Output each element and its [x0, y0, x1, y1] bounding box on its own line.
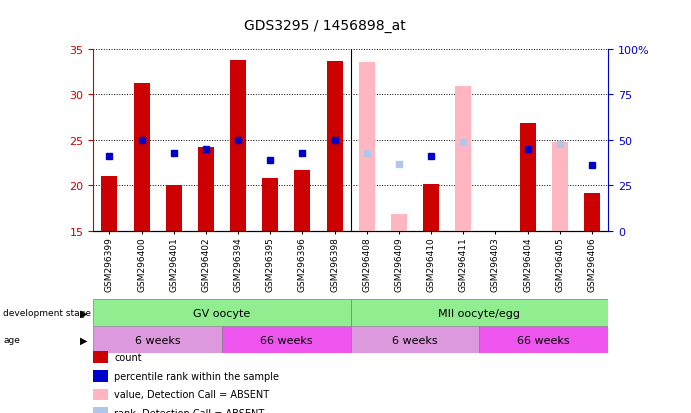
Text: 66 weeks: 66 weeks: [260, 335, 312, 345]
Bar: [552, 143, 568, 231]
Text: value, Detection Call = ABSENT: value, Detection Call = ABSENT: [114, 389, 269, 399]
Text: rank, Detection Call = ABSENT: rank, Detection Call = ABSENT: [114, 408, 264, 413]
Text: percentile rank within the sample: percentile rank within the sample: [114, 371, 279, 381]
Text: 6 weeks: 6 weeks: [135, 335, 180, 345]
Bar: [327, 62, 343, 231]
Bar: [198, 148, 214, 231]
Bar: [102, 177, 117, 231]
Text: ▶: ▶: [79, 308, 87, 318]
Bar: [133, 84, 149, 231]
Bar: [93, 299, 351, 326]
Bar: [423, 185, 439, 231]
Bar: [230, 60, 246, 231]
Text: 66 weeks: 66 weeks: [518, 335, 570, 345]
Bar: [262, 178, 278, 231]
Bar: [391, 215, 407, 231]
Text: count: count: [114, 352, 142, 362]
Bar: [455, 87, 471, 231]
Bar: [520, 124, 536, 231]
Bar: [93, 326, 222, 353]
Bar: [480, 326, 608, 353]
Bar: [294, 171, 310, 231]
Bar: [584, 194, 600, 231]
Text: 6 weeks: 6 weeks: [392, 335, 438, 345]
Text: GDS3295 / 1456898_at: GDS3295 / 1456898_at: [244, 19, 406, 33]
Bar: [351, 326, 480, 353]
Text: age: age: [3, 335, 20, 344]
Bar: [351, 299, 608, 326]
Bar: [222, 326, 351, 353]
Text: GV oocyte: GV oocyte: [193, 308, 251, 318]
Text: ▶: ▶: [79, 335, 87, 345]
Bar: [359, 63, 375, 231]
Text: MII oocyte/egg: MII oocyte/egg: [438, 308, 520, 318]
Text: development stage: development stage: [3, 309, 91, 317]
Bar: [166, 186, 182, 231]
